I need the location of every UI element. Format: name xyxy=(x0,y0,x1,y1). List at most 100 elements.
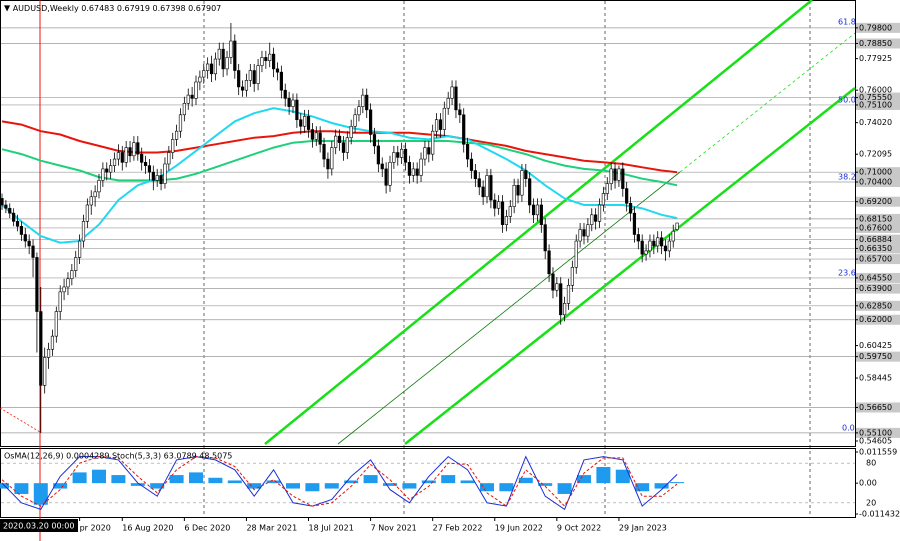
candle-body xyxy=(112,158,117,166)
candle-body xyxy=(221,48,225,70)
candle-body xyxy=(500,201,505,225)
y-tick-label: 0.00 xyxy=(859,479,877,488)
candle-body xyxy=(283,89,287,99)
osma-bar xyxy=(441,475,456,484)
y-tick-label: 0.74020 xyxy=(859,118,892,127)
candle-body xyxy=(392,152,396,163)
candle-body xyxy=(78,240,82,258)
y2-tick-label: 80 xyxy=(866,459,876,468)
y-tick-label: 0.71000 xyxy=(859,168,892,177)
level-label-box xyxy=(856,283,900,294)
candle-body xyxy=(376,145,380,165)
osma-bar xyxy=(189,472,203,484)
candle-body xyxy=(12,212,16,222)
level-label-box xyxy=(856,213,900,224)
osma-bar xyxy=(577,475,591,484)
x-axis: pr 2020 16 Aug 2020 6 Dec 2020 28 Mar 2021 1… xyxy=(79,518,667,533)
candle-body xyxy=(547,250,551,275)
candle-body xyxy=(15,221,20,227)
candle-body xyxy=(252,70,256,84)
candle-body xyxy=(659,237,664,247)
osma-bar xyxy=(92,469,106,484)
osma-bar xyxy=(324,483,339,489)
osma-bar xyxy=(499,483,514,492)
osma-bar xyxy=(383,483,397,486)
candle-body xyxy=(543,224,547,252)
candle-body xyxy=(109,165,113,173)
candle-body xyxy=(178,114,183,132)
candle-body xyxy=(303,116,307,127)
candle-body xyxy=(465,144,470,160)
chart-header: ▼ AUDUSD,Weekly 0.67483 0.67919 0.67398 … xyxy=(4,4,221,13)
y-tick-label: 0.66884 xyxy=(859,235,892,244)
osma-bar xyxy=(557,483,572,494)
candle-body xyxy=(438,119,443,130)
candle-body xyxy=(628,203,633,214)
candle-body xyxy=(372,134,377,147)
moving-average xyxy=(1,140,678,187)
osma-bar xyxy=(421,480,436,484)
candle-body xyxy=(481,186,485,198)
candle-body xyxy=(489,175,493,201)
level-label-box xyxy=(856,351,900,362)
y-tick-label: 0.55100 xyxy=(859,428,892,437)
candle-body xyxy=(353,114,357,127)
candle-body xyxy=(97,180,101,193)
candle-body xyxy=(485,175,489,198)
y-tick-label: 0.59750 xyxy=(859,352,892,361)
candle-body xyxy=(403,148,408,163)
y-tick-label: 0.76000 xyxy=(859,86,892,95)
osma-bar xyxy=(480,483,494,492)
x-tick-label: 19 Jun 2022 xyxy=(495,524,543,533)
level-label-box xyxy=(856,243,900,254)
level-label-box xyxy=(856,196,900,207)
candle-body xyxy=(671,230,675,242)
candle-body xyxy=(613,168,617,181)
channel-middle xyxy=(337,171,681,445)
x-tick-label: 27 Feb 2022 xyxy=(433,524,483,533)
y-tick-label: 0.65700 xyxy=(859,255,892,264)
candle-body xyxy=(275,68,280,73)
candle-body xyxy=(39,311,43,386)
candle-body xyxy=(326,158,330,170)
y-tick-label: 0.67600 xyxy=(859,223,892,232)
candle-body xyxy=(171,139,175,153)
candle-body xyxy=(663,245,668,252)
candle-body xyxy=(46,348,51,358)
x-tick-label: 7 Nov 2021 xyxy=(371,524,417,533)
osma-bar xyxy=(286,483,300,489)
candle-body xyxy=(636,234,640,242)
x-tick-label: 6 Dec 2020 xyxy=(184,524,230,533)
candle-body xyxy=(415,168,419,176)
candle-body xyxy=(43,357,47,386)
osma-bar xyxy=(654,483,669,489)
close: 0.67907 xyxy=(188,4,221,13)
osma-bar xyxy=(53,483,68,489)
y-tick-label: 0.58445 xyxy=(859,374,892,383)
candle-body xyxy=(334,135,338,148)
osma-bar xyxy=(305,483,320,492)
candle-body xyxy=(597,204,602,222)
osma-bar xyxy=(33,483,48,505)
candle-body xyxy=(578,229,582,242)
candle-body xyxy=(0,198,4,206)
candle-body xyxy=(508,206,512,217)
candle-body xyxy=(551,273,555,291)
candle-body xyxy=(318,132,322,145)
levels xyxy=(1,27,855,434)
channel-middle-ext xyxy=(679,32,856,173)
candle-body xyxy=(225,57,229,70)
candle-body xyxy=(423,147,427,160)
x-tick-label: pr 2020 xyxy=(80,524,111,533)
y-tick-label: 0.66350 xyxy=(859,244,892,253)
y-tick-label: 0.63900 xyxy=(859,284,892,293)
candle-body xyxy=(66,278,70,288)
osma-bar xyxy=(635,483,650,492)
channel-upper xyxy=(264,0,813,445)
candle-body xyxy=(299,119,303,127)
candle-body xyxy=(555,283,559,291)
candle-body xyxy=(105,168,109,173)
y-tick-label: 0.62850 xyxy=(859,301,892,310)
level-label-box xyxy=(856,272,900,283)
